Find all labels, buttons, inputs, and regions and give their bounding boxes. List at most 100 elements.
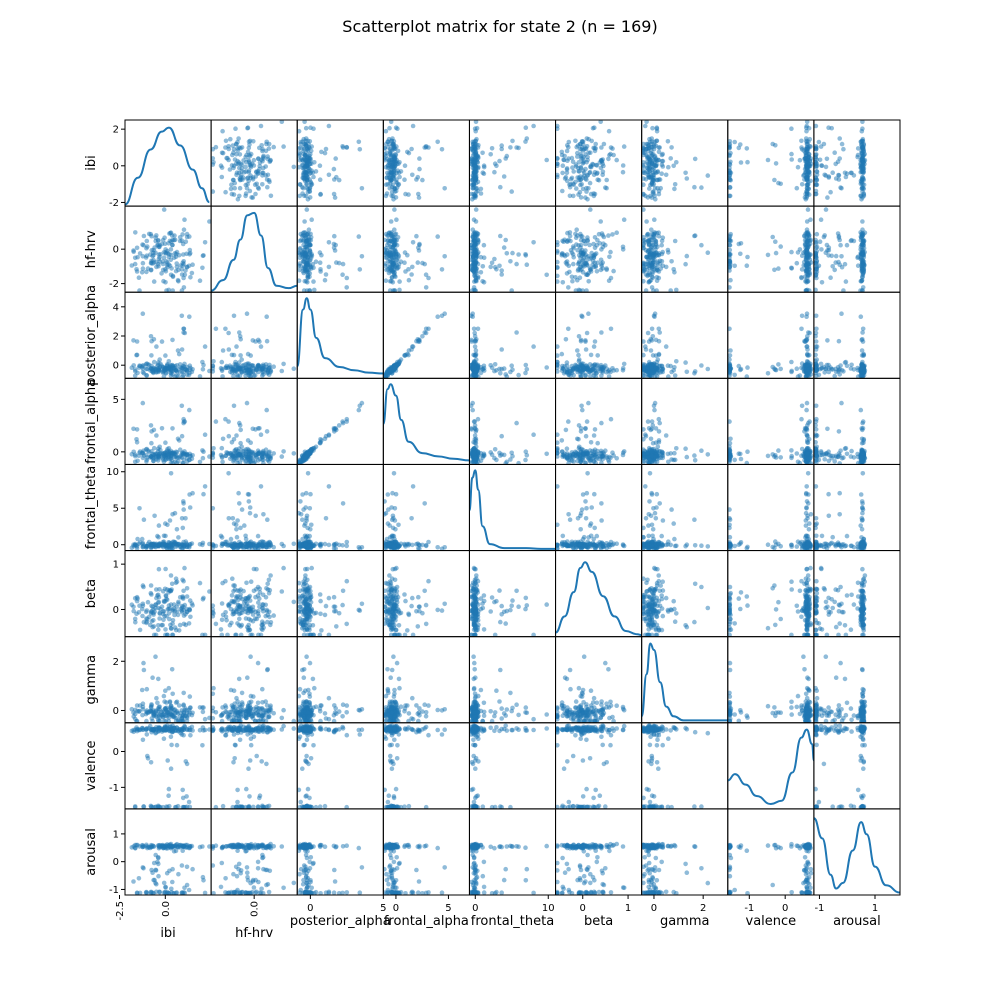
panel-hf-hrv-vs-posterior_alpha: [296, 205, 384, 293]
scatter-point: [523, 449, 529, 455]
scatter-point: [391, 197, 396, 202]
scatter-point: [181, 416, 186, 422]
scatter-point: [181, 326, 186, 332]
scatter-point: [134, 267, 139, 272]
scatter-point: [654, 138, 659, 144]
scatter-point: [237, 373, 243, 379]
scatter-point: [156, 446, 161, 452]
panel-content: [211, 211, 298, 292]
scatter-point: [599, 330, 604, 335]
scatter-point: [514, 145, 519, 150]
scatter-point: [251, 157, 257, 163]
scatter-point: [303, 264, 308, 270]
scatter-point: [805, 347, 810, 352]
scatter-point: [163, 353, 168, 358]
scatter-point: [150, 253, 155, 259]
scatter-point: [344, 416, 350, 422]
scatter-point: [727, 247, 733, 253]
scatter-point: [478, 370, 484, 376]
scatter-point: [213, 326, 219, 332]
scatter-point: [778, 366, 783, 372]
scatter-point: [656, 275, 662, 281]
scatter-point: [728, 178, 733, 183]
scatter-point: [606, 459, 612, 465]
scatter-point: [649, 227, 654, 232]
scatter-point: [475, 326, 481, 332]
scatter-point: [389, 193, 394, 199]
scatter-point: [306, 451, 311, 456]
scatter-point: [383, 128, 389, 134]
scatter-point: [593, 460, 598, 465]
scatter-point: [417, 241, 422, 247]
scatter-point: [317, 163, 323, 168]
scatter-point: [663, 172, 669, 178]
scatter-point: [186, 372, 192, 378]
scatter-point: [648, 348, 654, 353]
scatter-point: [159, 271, 164, 276]
scatter-point: [260, 373, 265, 378]
scatter-point: [474, 230, 479, 235]
scatter-point: [219, 445, 225, 451]
scatter-point: [573, 453, 579, 459]
scatter-point: [323, 272, 329, 277]
scatter-point: [652, 217, 657, 222]
scatter-point: [799, 182, 805, 187]
scatter-point: [197, 278, 203, 284]
scatter-point: [177, 235, 183, 240]
scatter-point: [727, 141, 733, 147]
scatter-point: [207, 219, 212, 224]
scatter-point: [655, 177, 660, 183]
scatter-point: [860, 330, 865, 335]
scatter-point: [499, 347, 505, 352]
scatter-point: [473, 338, 478, 343]
scatter-point: [593, 263, 598, 269]
scatter-point: [469, 403, 474, 409]
scatter-point: [813, 330, 819, 336]
scatter-point: [584, 185, 589, 191]
scatter-point: [649, 274, 655, 280]
scatter-point: [317, 250, 323, 255]
scatter-point: [560, 280, 566, 285]
scatter-point: [830, 367, 835, 372]
scatter-point: [727, 353, 733, 358]
scatter-point: [795, 374, 801, 379]
scatter-point: [473, 207, 479, 212]
scatter-point: [151, 279, 157, 284]
scatter-point: [301, 146, 307, 152]
scatter-point: [160, 451, 166, 456]
scatter-point: [357, 147, 363, 152]
scatter-point: [807, 330, 812, 336]
scatter-point: [585, 197, 590, 202]
scatter-point: [813, 339, 819, 344]
scatter-point: [567, 233, 573, 239]
scatter-point: [659, 171, 664, 176]
scatter-point: [580, 365, 586, 370]
panel-content: [211, 400, 297, 465]
scatter-point: [672, 270, 677, 275]
scatter-point: [566, 419, 571, 424]
scatter-point: [226, 433, 232, 439]
scatter-point: [304, 235, 309, 240]
scatter-point: [573, 362, 578, 368]
scatter-point: [167, 238, 173, 244]
scatter-point: [653, 250, 659, 255]
scatter-point: [814, 373, 819, 379]
scatter-point: [578, 237, 584, 243]
scatter-point: [492, 455, 497, 461]
scatter-point: [805, 157, 811, 163]
scatter-point: [562, 237, 567, 243]
scatter-point: [574, 186, 579, 191]
scatter-point: [225, 365, 230, 371]
scatter-point: [584, 144, 590, 149]
scatter-point: [576, 446, 582, 451]
scatter-point: [641, 164, 646, 170]
scatter-point: [833, 176, 839, 181]
scatter-point: [297, 128, 302, 134]
scatter-point: [301, 259, 307, 265]
scatter-point: [772, 177, 777, 183]
scatter-point: [248, 353, 253, 358]
scatter-point: [516, 252, 521, 257]
scatter-point: [575, 348, 580, 353]
scatter-point: [587, 180, 593, 186]
scatter-point: [231, 403, 237, 409]
